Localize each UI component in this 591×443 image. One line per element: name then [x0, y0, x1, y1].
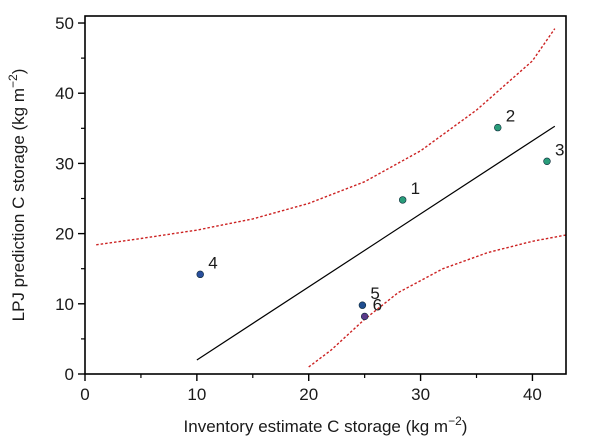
upper-confidence-band: [96, 28, 556, 246]
x-axis-title-text: Inventory estimate C storage (kg m: [184, 417, 449, 436]
y-tick-label: 30: [55, 154, 74, 173]
point-label-2: 2: [506, 107, 515, 126]
point-label-6: 6: [373, 295, 382, 314]
y-tick-label: 10: [55, 295, 74, 314]
data-point-2: [494, 123, 502, 132]
y-tick-label: 50: [55, 14, 74, 33]
x-axis-title: Inventory estimate C storage (kg m−2): [184, 414, 468, 436]
x-tick-label: 40: [523, 385, 542, 404]
data-point-1: [398, 196, 407, 204]
x-axis-title-end: ): [462, 417, 468, 436]
y-tick-label: 40: [55, 84, 74, 103]
x-tick-labels: 0 10 20 30 40: [80, 385, 542, 404]
point-label-3: 3: [555, 140, 564, 159]
y-axis-title-sup: −2: [6, 74, 20, 88]
y-tick-labels: 0 10 20 30 40 50: [55, 14, 74, 384]
data-points: [196, 123, 551, 321]
point-label-4: 4: [208, 253, 217, 272]
regression-line-group: [196, 125, 556, 361]
y-axis-title-end: ): [9, 69, 28, 75]
point-label-1: 1: [411, 179, 420, 198]
point-labels: 1 2 3 4 56: [208, 107, 564, 315]
plot-frame: [84, 15, 567, 375]
y-axis-title: LPJ prediction C storage (kg m−2): [6, 69, 28, 322]
x-tick-label: 10: [187, 385, 206, 404]
y-axis-title-text: LPJ prediction C storage (kg m: [9, 88, 28, 321]
x-tick-label: 0: [80, 385, 89, 404]
data-point-3: [543, 157, 551, 166]
data-point-5: [358, 301, 367, 309]
lower-confidence-band: [308, 234, 567, 368]
confidence-bands: [96, 28, 567, 368]
y-tick-label: 0: [65, 365, 74, 384]
data-point-6: [360, 312, 369, 321]
y-tick-label: 20: [55, 225, 74, 244]
x-axis-title-sup: −2: [448, 414, 462, 428]
x-tick-label: 20: [299, 385, 318, 404]
x-tick-label: 30: [411, 385, 430, 404]
point-label-5: 5: [370, 284, 379, 303]
axis-ticks: [78, 22, 534, 381]
data-point-4: [196, 270, 204, 279]
regression-line: [196, 125, 556, 361]
